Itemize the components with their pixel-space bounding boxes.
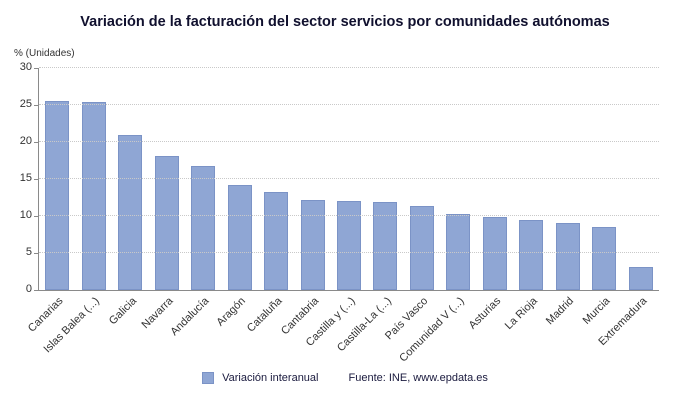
x-axis-category-label: La Rioja [502, 295, 540, 333]
legend-label: Variación interanual [222, 372, 319, 384]
bar-cell: Islas Balea (...) [42, 68, 111, 355]
bar-Murcia [592, 227, 617, 290]
y-axis-unit-label: % (Unidades) [14, 48, 75, 59]
y-axis-tick-label: 10 [19, 209, 32, 221]
x-axis-category-label: Aragón [214, 295, 249, 329]
bar-cell: Cataluña [245, 68, 294, 335]
bar-Cataluña [264, 192, 289, 290]
bar-Extremadura [628, 267, 653, 290]
bar-cell: Asturias [467, 68, 513, 332]
gridline [39, 252, 659, 253]
bar-Castilla-La (...) [373, 201, 398, 290]
y-axis-tick-mark [34, 179, 38, 180]
bar-cell: La Rioja [503, 68, 549, 332]
source-text: Fuente: INE, www.epdata.es [348, 372, 488, 384]
bar-cell: Aragón [214, 68, 257, 329]
bar-cell: Castilla-La (...) [335, 68, 403, 354]
y-axis-tick-mark [34, 216, 38, 217]
gridline [39, 215, 659, 216]
x-axis-category-label: Navarra [138, 295, 176, 332]
bar-cell: Comunidad V (...) [397, 68, 476, 364]
bar-Andalucía [191, 165, 216, 290]
x-axis-category-label: Madrid [544, 295, 577, 328]
bar-cell: Navarra [139, 68, 184, 331]
bar-Madrid [555, 222, 580, 290]
bar-Comunidad V (...) [446, 213, 471, 290]
bar-cell: País Vasco [383, 68, 440, 342]
y-axis-tick-label: 0 [25, 283, 32, 295]
gridline [39, 178, 659, 179]
y-axis-tick-label: 5 [25, 246, 32, 258]
y-axis-tick-mark [34, 68, 38, 69]
bar-cell: Murcia [581, 68, 622, 327]
x-axis-category-label: Andalucía [168, 295, 212, 339]
bar-cell: Canarias [26, 68, 75, 335]
bar-Navarra [154, 156, 179, 290]
bar-cell: Andalucía [169, 68, 221, 338]
bar-Canarias [45, 101, 70, 290]
gridline [39, 141, 659, 142]
y-axis-tick-label: 20 [19, 135, 32, 147]
gridline [39, 67, 659, 68]
bars-container: Canarias Islas Balea (...) Galicia Navarra A… [26, 68, 659, 364]
bar-cell: Extremadura [596, 68, 659, 348]
bar-chart-plot-area: Canarias Islas Balea (...) Galicia Navarra A… [26, 67, 659, 364]
bar-cell: Castilla y (...) [304, 68, 367, 349]
y-axis-tick-label: 15 [19, 172, 32, 184]
bar-Aragón [227, 184, 252, 290]
x-axis-category-label: Asturias [466, 295, 504, 332]
bar-cell: Cantabria [279, 68, 330, 337]
y-axis-tick-mark [34, 142, 38, 143]
bar-Islas Balea (...) [81, 102, 106, 290]
bar-La Rioja [519, 220, 544, 290]
page-title: Variación de la facturación del sector s… [80, 14, 610, 30]
y-axis-tick-mark [34, 290, 38, 291]
bar-cell: Galicia [106, 68, 148, 327]
bar-Cantabria [300, 199, 325, 290]
y-axis-tick-mark [34, 105, 38, 106]
legend-swatch [202, 372, 215, 384]
bar-Asturias [482, 217, 507, 290]
x-axis-category-label: Comunidad V (...) [397, 295, 467, 365]
bar-Castilla y (...) [336, 201, 361, 290]
legend: Variación interanual Fuente: INE, www.ep… [0, 372, 690, 384]
bar-País Vasco [409, 205, 434, 290]
gridline [39, 104, 659, 105]
y-axis-tick-label: 30 [19, 61, 32, 73]
y-axis-tick-label: 25 [19, 98, 32, 110]
bar-cell: Madrid [544, 68, 586, 327]
y-axis-tick-mark [34, 253, 38, 254]
x-axis-category-label: Galicia [106, 295, 139, 328]
x-axis-category-label: Murcia [580, 295, 613, 327]
bar-Galicia [118, 134, 143, 290]
